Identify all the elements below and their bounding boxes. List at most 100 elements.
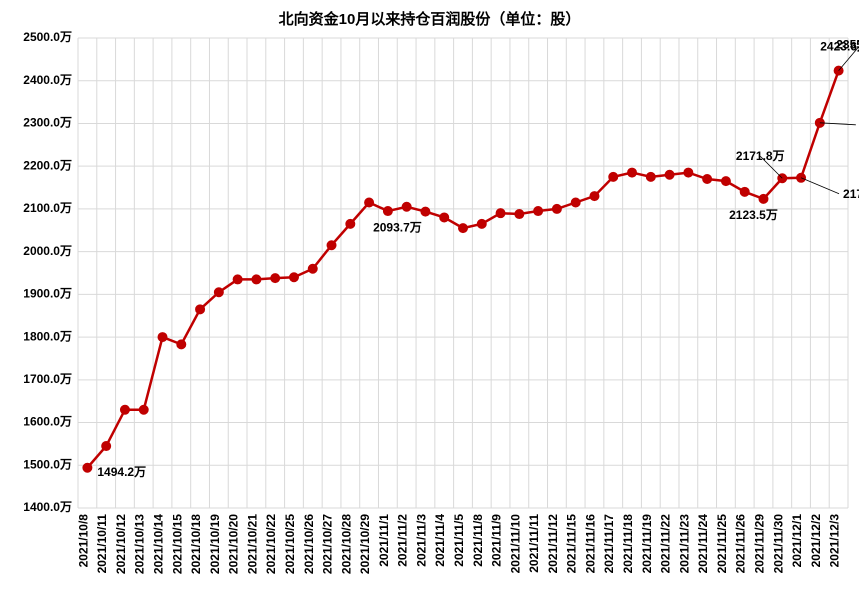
x-tick-label: 2021/11/26	[734, 514, 748, 574]
x-tick-label: 2021/11/17	[602, 514, 616, 574]
y-tick-label: 2200.0万	[23, 158, 72, 172]
x-tick-label: 2021/10/15	[170, 514, 184, 574]
data-point	[308, 264, 317, 273]
y-tick-label: 1400.0万	[23, 500, 72, 514]
x-tick-label: 2021/11/2	[396, 514, 410, 567]
x-tick-label: 2021/10/27	[321, 514, 335, 574]
x-tick-label: 2021/11/15	[565, 514, 579, 574]
x-tick-label: 2021/11/11	[527, 514, 541, 573]
data-point	[590, 192, 599, 201]
data-point	[628, 168, 637, 177]
annotation-leader	[801, 178, 839, 194]
data-point	[440, 213, 449, 222]
y-tick-label: 1600.0万	[23, 415, 72, 429]
annotation-label: 2172.8万	[843, 187, 859, 201]
x-tick-label: 2021/11/24	[696, 514, 710, 574]
x-tick-label: 2021/10/12	[114, 514, 128, 574]
x-tick-label: 2021/10/26	[302, 514, 316, 574]
x-tick-label: 2021/10/18	[189, 514, 203, 574]
x-tick-label: 2021/12/2	[809, 514, 823, 568]
x-tick-label: 2021/11/18	[621, 514, 635, 574]
x-tick-label: 2021/10/19	[208, 514, 222, 574]
x-tick-label: 2021/11/3	[414, 514, 428, 567]
data-point	[383, 207, 392, 216]
x-tick-label: 2021/10/11	[95, 514, 109, 574]
annotation-label: 2423.6万	[820, 40, 859, 54]
data-point	[252, 275, 261, 284]
data-point	[740, 187, 749, 196]
x-tick-label: 2021/10/8	[76, 514, 90, 568]
data-point	[196, 305, 205, 314]
chart-svg: 1400.0万 1500.0万 1600.0万 1700.0万 1800.0万 1900.…	[0, 0, 859, 612]
x-tick-label: 2021/11/12	[546, 514, 560, 574]
y-tick-label: 1700.0万	[23, 372, 72, 386]
x-tick-label: 2021/10/29	[358, 514, 372, 574]
y-tick-label: 2300.0万	[23, 116, 72, 130]
x-tick-label: 2021/11/1	[377, 514, 391, 567]
data-point	[665, 170, 674, 179]
data-point	[402, 202, 411, 211]
data-point	[158, 333, 167, 342]
data-point	[289, 273, 298, 282]
x-tick-label: 2021/11/16	[583, 514, 597, 574]
annotation-label: 2123.5万	[729, 208, 778, 222]
data-point	[515, 210, 524, 219]
annotation-label: 2093.7万	[373, 221, 422, 235]
x-tick-label: 2021/10/21	[245, 514, 259, 574]
data-point	[327, 241, 336, 250]
data-point	[233, 275, 242, 284]
x-tick-label: 2021/12/3	[828, 514, 842, 568]
data-point	[214, 288, 223, 297]
data-point	[703, 175, 712, 184]
data-point	[721, 177, 730, 186]
data-point	[346, 219, 355, 228]
data-point	[271, 274, 280, 283]
x-tick-label: 2021/11/19	[640, 514, 654, 574]
y-tick-label: 2000.0万	[23, 244, 72, 258]
data-point	[552, 204, 561, 213]
data-point	[759, 194, 768, 203]
x-tick-label: 2021/11/9	[490, 514, 504, 567]
data-point	[534, 207, 543, 216]
data-point	[571, 198, 580, 207]
y-tick-label: 1800.0万	[23, 329, 72, 343]
x-tick-label: 2021/11/8	[471, 514, 485, 567]
x-tick-label: 2021/11/10	[508, 514, 522, 574]
chart-container: 北向资金10月以来持仓百润股份（单位：股） 1400.0万1500.0万1600…	[0, 0, 859, 612]
x-tick-label: 2021/11/4	[433, 514, 447, 567]
data-point	[496, 209, 505, 218]
x-tick-label: 2021/11/22	[659, 514, 673, 574]
series-line	[87, 71, 838, 468]
data-point	[83, 463, 92, 472]
data-point	[609, 172, 618, 181]
data-point	[459, 224, 468, 233]
x-tick-label: 2021/10/13	[133, 514, 147, 574]
x-tick-label: 2021/11/23	[677, 514, 691, 574]
x-tick-label: 2021/10/20	[227, 514, 241, 574]
data-point	[365, 198, 374, 207]
y-tick-label: 1900.0万	[23, 287, 72, 301]
data-point	[646, 172, 655, 181]
data-point	[421, 207, 430, 216]
x-tick-label: 2021/11/25	[715, 514, 729, 574]
annotation-label: 2171.8万	[736, 149, 785, 163]
x-tick-label: 2021/11/5	[452, 514, 466, 567]
data-point	[139, 405, 148, 414]
x-tick-label: 2021/10/22	[264, 514, 278, 574]
y-tick-label: 2400.0万	[23, 73, 72, 87]
y-tick-label: 2500.0万	[23, 30, 72, 44]
x-tick-label: 2021/10/25	[283, 514, 297, 574]
data-point	[102, 442, 111, 451]
x-tick-label: 2021/11/30	[771, 514, 785, 574]
x-tick-label: 2021/12/1	[790, 514, 804, 568]
data-point	[684, 168, 693, 177]
x-tick-label: 2021/11/29	[752, 514, 766, 574]
annotation-label: 1494.2万	[97, 465, 146, 479]
y-tick-label: 1500.0万	[23, 457, 72, 471]
data-point	[120, 405, 129, 414]
data-point	[477, 219, 486, 228]
x-tick-label: 2021/10/28	[339, 514, 353, 574]
x-tick-label: 2021/10/14	[152, 514, 166, 574]
y-tick-label: 2100.0万	[23, 201, 72, 215]
data-point	[177, 340, 186, 349]
